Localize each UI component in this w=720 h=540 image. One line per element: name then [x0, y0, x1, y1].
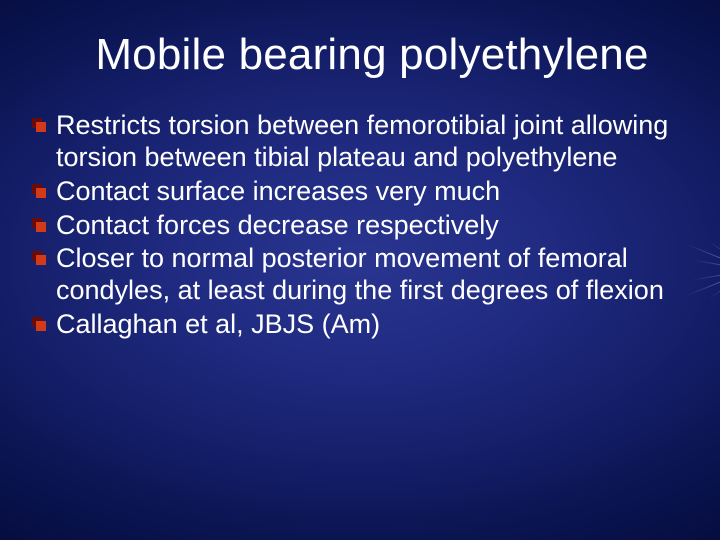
list-item: Restricts torsion between femorotibial j…	[30, 110, 696, 174]
bullet-text: Closer to normal posterior movement of f…	[56, 243, 664, 305]
slide-title: Mobile bearing polyethylene	[76, 30, 668, 80]
list-item: Closer to normal posterior movement of f…	[30, 243, 696, 307]
list-item: Contact forces decrease respectively	[30, 210, 696, 242]
slide-container: Mobile bearing polyethylene Restricts to…	[0, 0, 720, 540]
list-item: Contact surface increases very much	[30, 176, 696, 208]
bullet-list: Restricts torsion between femorotibial j…	[30, 110, 696, 341]
bullet-text: Callaghan et al, JBJS (Am)	[56, 309, 380, 339]
bullet-text: Contact forces decrease respectively	[56, 210, 499, 240]
bullet-text: Contact surface increases very much	[56, 176, 500, 206]
bullet-icon	[32, 317, 46, 331]
bullet-icon	[32, 184, 46, 198]
bullet-icon	[32, 218, 46, 232]
list-item: Callaghan et al, JBJS (Am)	[30, 309, 696, 341]
bullet-text: Restricts torsion between femorotibial j…	[56, 110, 668, 172]
bullet-icon	[32, 251, 46, 265]
bullet-icon	[32, 118, 46, 132]
